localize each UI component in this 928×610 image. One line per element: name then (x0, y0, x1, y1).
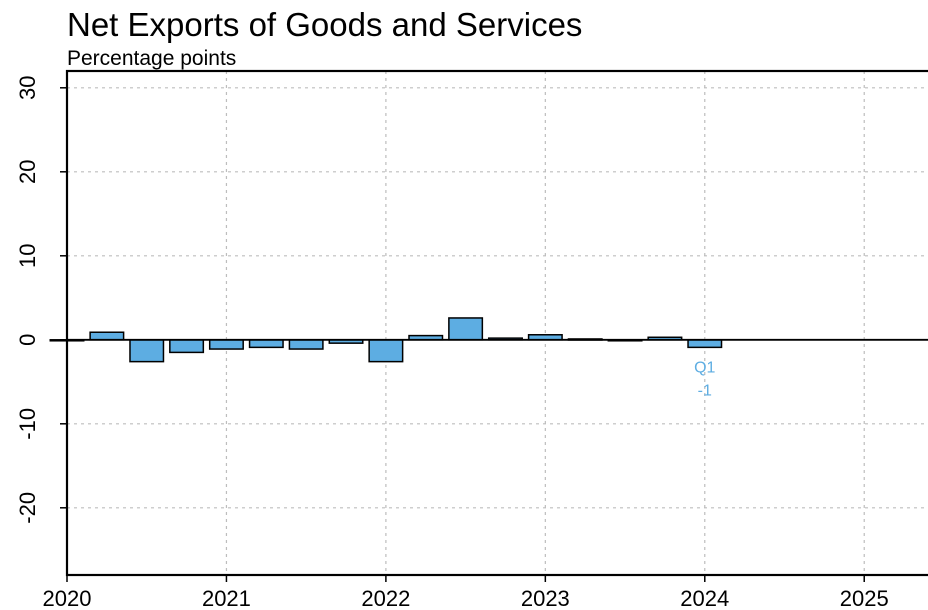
y-tick-label: 10 (15, 244, 40, 268)
chart-title: Net Exports of Goods and Services (67, 6, 582, 43)
plot-frame (65, 69, 928, 577)
x-axis: 2020 2021 2022 2023 2024 2025 (43, 575, 889, 610)
y-tick-label: 20 (15, 160, 40, 184)
x-tick-label: 2021 (202, 586, 251, 610)
y-tick-label: -10 (15, 408, 40, 440)
x-tick-label: 2022 (361, 586, 410, 610)
x-tick-label: 2025 (840, 586, 889, 610)
bar (448, 317, 484, 341)
y-tick-label: 0 (15, 334, 40, 346)
bar (368, 339, 404, 363)
bar (89, 331, 125, 341)
grid-lines (66, 71, 928, 575)
annotation-value: -1 (698, 382, 712, 399)
y-axis: 30 20 10 0 -10 -20 (15, 76, 67, 524)
bar (288, 339, 324, 350)
y-tick-label: 30 (15, 76, 40, 100)
x-tick-label: 2023 (521, 586, 570, 610)
bar (208, 339, 244, 350)
bar (169, 339, 205, 354)
x-tick-label: 2024 (680, 586, 729, 610)
annotation-quarter: Q1 (694, 359, 715, 376)
y-tick-label: -20 (15, 492, 40, 524)
bar (248, 339, 284, 349)
x-tick-label: 2020 (43, 586, 92, 610)
bar (129, 339, 165, 363)
bar (687, 339, 723, 349)
chart-subtitle: Percentage points (67, 47, 236, 70)
